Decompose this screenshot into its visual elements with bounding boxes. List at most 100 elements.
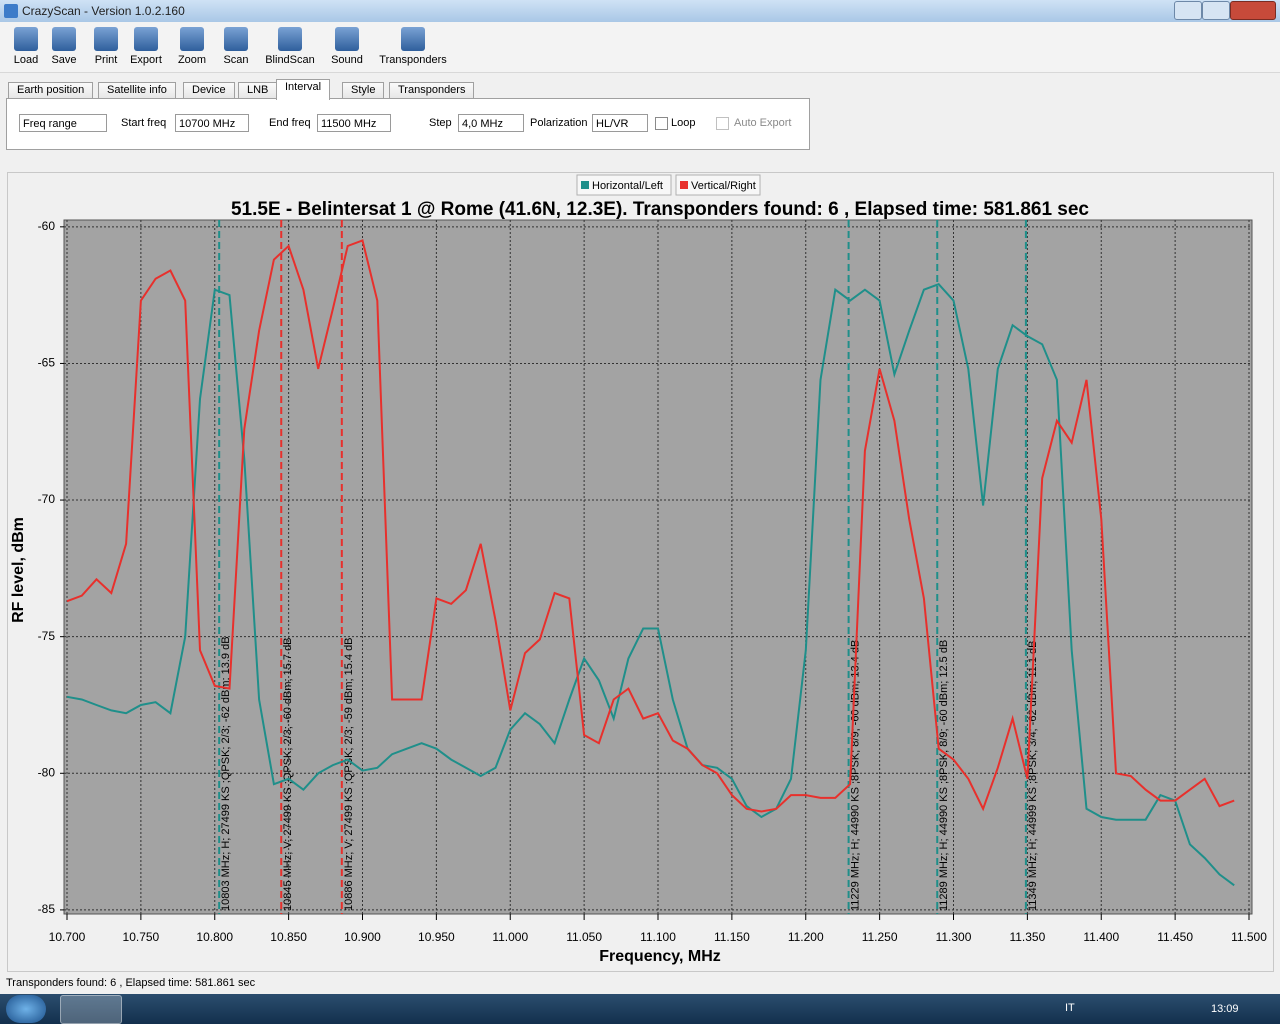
legend-box	[576, 174, 672, 196]
step-label: Step	[429, 117, 452, 129]
x-tick-label: 11.250	[862, 930, 898, 944]
step-input[interactable]: 4,0 MHz	[458, 114, 524, 132]
series-line	[66, 283, 1235, 887]
toolbar-button[interactable]: Sound	[326, 25, 368, 69]
toolbar-button[interactable]: Transponders	[374, 25, 452, 69]
toolbar-button[interactable]: Print	[88, 25, 124, 69]
x-tick-label: 11.000	[492, 930, 528, 944]
end-label: End freq	[269, 117, 311, 129]
tab[interactable]: Device	[183, 82, 235, 100]
toolbar-label: BlindScan	[265, 54, 315, 66]
toolbar-icon	[134, 27, 158, 51]
app-icon	[4, 4, 18, 18]
x-tick-label: 11.300	[936, 930, 972, 944]
status-bar: Transponders found: 6 , Elapsed time: 58…	[6, 977, 256, 989]
toolbar-icon	[401, 27, 425, 51]
minimize-button[interactable]	[1174, 1, 1202, 20]
transponder-label: 10886 MHz; V; 27499 KS ;QPSK; 2/3; -59 d…	[343, 637, 355, 911]
toolbar-label: Sound	[331, 54, 363, 66]
x-tick-label: 10.950	[418, 930, 455, 944]
loop-label: Loop	[671, 117, 696, 129]
toolbar-button[interactable]: Scan	[220, 25, 252, 69]
x-axis-label: Frequency, MHz	[599, 948, 721, 965]
chart-title: 51.5E - Belintersat 1 @ Rome (41.6N, 12.…	[231, 199, 1089, 220]
y-tick-label: -70	[38, 492, 56, 506]
x-tick-label: 11.400	[1083, 930, 1119, 944]
toolbar-label: Save	[51, 54, 77, 66]
toolbar-label: Zoom	[177, 54, 207, 66]
tab[interactable]: Earth position	[8, 82, 94, 100]
toolbar-button[interactable]: Export	[126, 25, 166, 69]
x-tick-label: 10.700	[49, 930, 86, 944]
x-tick-label: 10.800	[196, 930, 233, 944]
step-value: 4,0 MHz	[462, 118, 503, 130]
x-tick-label: 11.100	[640, 930, 676, 944]
end-input[interactable]: 11500 MHz	[317, 114, 391, 132]
mode-value: Freq range	[23, 118, 77, 130]
polarization-select[interactable]: HL/VR	[592, 114, 648, 132]
y-tick-label: -65	[38, 356, 56, 370]
tab[interactable]: Interval	[276, 79, 331, 100]
y-tick-label: -85	[38, 902, 56, 916]
toolbar-icon	[335, 27, 359, 51]
toolbar-icon	[224, 27, 248, 51]
polarization-label: Polarization	[530, 117, 588, 129]
toolbar-label: Transponders	[379, 54, 447, 66]
interval-panel: Freq range Start freq 10700 MHz End freq…	[6, 98, 810, 150]
toolbar-button[interactable]: Load	[8, 25, 44, 69]
x-tick-label: 10.900	[344, 930, 381, 944]
y-tick-label: -75	[38, 629, 56, 643]
tab[interactable]: Transponders	[389, 82, 475, 100]
y-axis-label: RF level, dBm	[10, 517, 27, 623]
x-tick-label: 11.050	[566, 930, 602, 944]
transponder-label: 11289 MHz; H; 44990 KS ;8PSK; 8/9; -60 d…	[938, 640, 950, 911]
y-tick-label: -80	[38, 765, 56, 779]
loop-checkbox[interactable]	[655, 117, 668, 130]
polarization-value: HL/VR	[596, 118, 629, 130]
toolbar-icon	[278, 27, 302, 51]
start-input[interactable]: 10700 MHz	[175, 114, 249, 132]
toolbar-button[interactable]: BlindScan	[262, 25, 318, 69]
toolbar-button[interactable]: Save	[46, 25, 82, 69]
x-tick-label: 11.450	[1157, 930, 1193, 944]
legend-swatch	[581, 181, 589, 189]
tab[interactable]: LNB	[238, 82, 278, 100]
chart: 51.5E - Belintersat 1 @ Rome (41.6N, 12.…	[10, 174, 1267, 965]
plot-area	[63, 219, 1253, 915]
legend-box	[675, 174, 761, 196]
x-tick-label: 11.350	[1009, 930, 1045, 944]
maximize-button[interactable]	[1202, 1, 1230, 20]
close-button[interactable]	[1230, 1, 1276, 20]
tab[interactable]: Satellite info	[98, 82, 176, 100]
mode-select[interactable]: Freq range	[19, 114, 107, 132]
tab[interactable]: Style	[342, 82, 385, 100]
x-tick-label: 11.500	[1231, 930, 1267, 944]
transponder-label: 10845 MHz; V; 27499 KS ;QPSK; 2/3; -60 d…	[282, 637, 294, 911]
toolbar-icon	[14, 27, 38, 51]
y-tick-label: -60	[38, 219, 56, 233]
start-button[interactable]	[6, 995, 46, 1023]
taskbar-app[interactable]	[60, 995, 122, 1024]
legend-label: Vertical/Right	[691, 180, 756, 192]
start-label: Start freq	[121, 117, 167, 129]
toolbar: Load Save Print Export Zoom Scan BlindScan Soun…	[0, 22, 1280, 73]
toolbar-icon	[52, 27, 76, 51]
toolbar-label: Load	[13, 54, 39, 66]
transponder-label: 10803 MHz; H; 27499 KS ;QPSK; 2/3; -62 d…	[220, 636, 232, 911]
title-bar: CrazyScan - Version 1.0.2.160	[0, 0, 1280, 22]
window-title: CrazyScan - Version 1.0.2.160	[22, 4, 185, 18]
toolbar-label: Print	[94, 54, 118, 66]
x-tick-label: 11.200	[788, 930, 824, 944]
toolbar-label: Scan	[223, 54, 249, 66]
series-line	[66, 239, 1235, 813]
toolbar-label: Export	[130, 54, 162, 66]
toolbar-button[interactable]: Zoom	[174, 25, 210, 69]
x-tick-label: 10.850	[270, 930, 307, 944]
toolbar-icon	[94, 27, 118, 51]
x-tick-label: 11.150	[714, 930, 750, 944]
legend-label: Horizontal/Left	[592, 180, 663, 192]
toolbar-icon	[180, 27, 204, 51]
auto-export-checkbox[interactable]	[716, 117, 729, 130]
taskbar: IT 13:09	[0, 994, 1280, 1024]
